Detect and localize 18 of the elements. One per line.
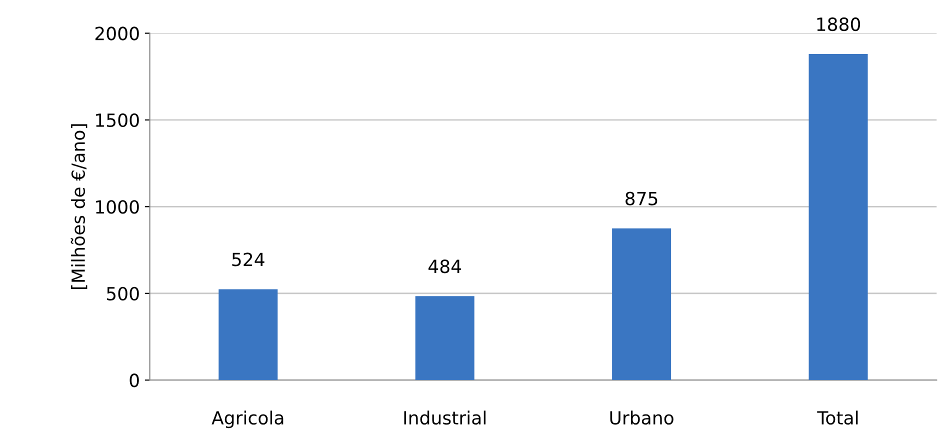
bar	[808, 54, 868, 380]
data-label: 524	[232, 252, 264, 266]
y-tick-label: 2000	[95, 26, 139, 40]
y-tick-label: 500	[106, 286, 139, 300]
bar	[612, 228, 672, 380]
data-label: 1880	[817, 17, 860, 32]
bar	[218, 289, 278, 380]
y-tick-label: 1500	[96, 113, 139, 128]
y-axis-title: [Milhões de €/ano]	[70, 124, 88, 290]
x-tick-label: Industrial	[404, 410, 486, 425]
bar	[415, 296, 474, 380]
y-tick-label: 1000	[96, 200, 139, 214]
x-tick-label: Total	[817, 410, 858, 425]
x-tick-label: Agricola	[212, 410, 284, 428]
x-tick-label: Urbano	[610, 410, 674, 425]
y-tick-label: 0	[130, 374, 139, 388]
data-label: 875	[626, 192, 658, 206]
data-label: 484	[428, 260, 462, 274]
